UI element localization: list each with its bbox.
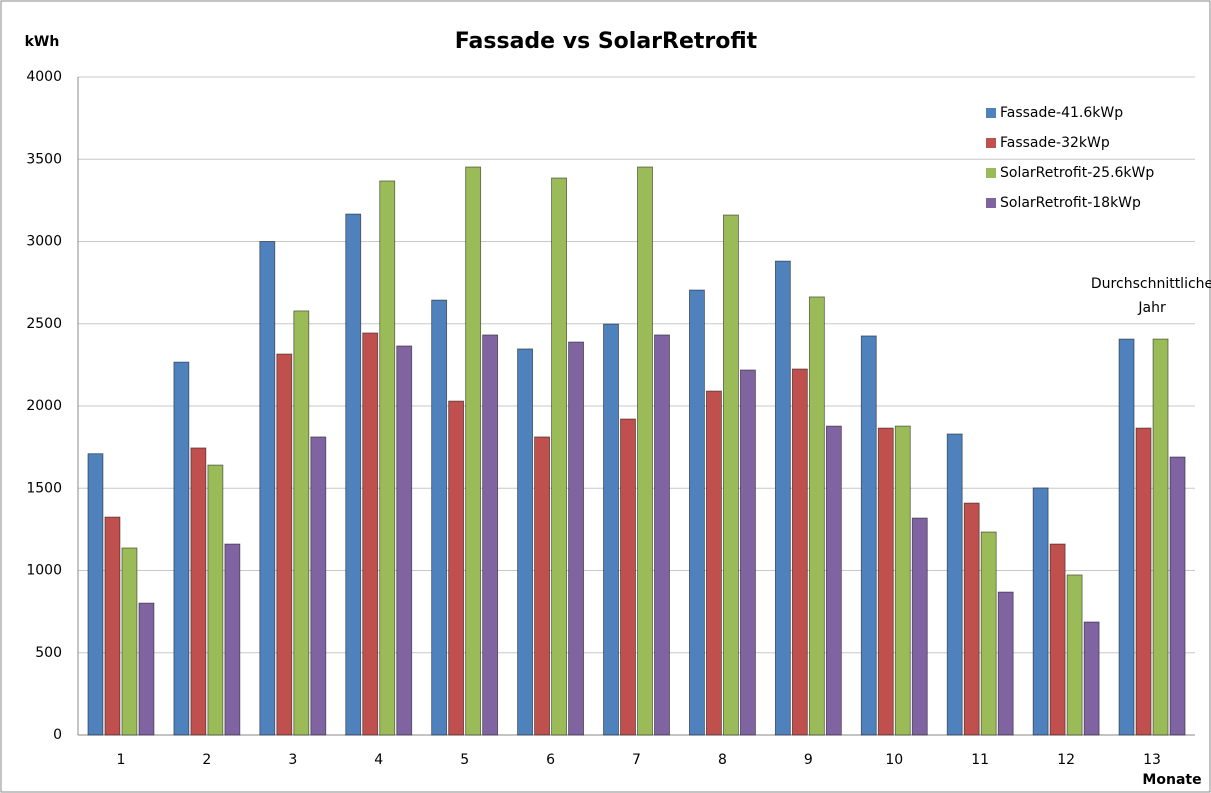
bar (224, 543, 241, 736)
bar (1083, 621, 1100, 736)
bar (654, 334, 670, 736)
bar (808, 296, 825, 736)
x-tick-label: 13 (1143, 752, 1161, 768)
bar (121, 547, 138, 736)
legend-swatch (986, 108, 996, 118)
legend-swatch (986, 138, 996, 148)
bar (1032, 487, 1049, 736)
x-tick-label: 7 (632, 752, 641, 768)
bar (1169, 456, 1186, 736)
y-tick-label: 2500 (26, 316, 62, 332)
x-tick-label: 3 (288, 752, 297, 768)
y-tick-label: 4000 (26, 69, 62, 85)
y-tick-label: 500 (35, 645, 62, 661)
bar (1118, 338, 1135, 736)
x-tick-label: 6 (546, 752, 555, 768)
bar (396, 345, 413, 736)
bar (448, 400, 465, 736)
annotation: Jahr (1137, 300, 1166, 316)
x-tick-label: 4 (374, 752, 383, 768)
bar (276, 353, 293, 736)
x-tick-label: 2 (202, 752, 211, 768)
bar (860, 335, 877, 736)
legend-label: Fassade-32kWp (1000, 135, 1110, 151)
x-tick-label: 12 (1057, 752, 1075, 768)
bar (997, 591, 1014, 736)
bar (293, 310, 310, 736)
y-tick-label: 0 (53, 727, 62, 743)
x-tick-label: 11 (971, 752, 989, 768)
bar (190, 447, 207, 736)
bar (259, 241, 276, 736)
y-tick-label: 2000 (26, 398, 62, 414)
bar (173, 361, 190, 736)
bar (740, 369, 756, 736)
bar (551, 177, 567, 736)
bar (689, 289, 705, 736)
bar (894, 425, 911, 736)
y-axis-label: kWh (25, 34, 60, 50)
bar (603, 323, 619, 736)
bar (362, 332, 379, 736)
x-tick-label: 5 (460, 752, 469, 768)
bar (706, 390, 722, 736)
annotation: Durchschnittliche (1091, 276, 1211, 292)
x-tick-label: 9 (804, 752, 813, 768)
bar (911, 517, 928, 736)
bar (568, 341, 584, 736)
bar (963, 502, 980, 736)
bar (1135, 427, 1152, 736)
bar (379, 180, 396, 736)
bar (431, 299, 448, 736)
y-tick-label: 3000 (26, 234, 62, 250)
bar (825, 425, 842, 736)
bar (774, 260, 791, 736)
bar (791, 368, 808, 736)
bar (1049, 543, 1066, 736)
legend-swatch (986, 198, 996, 208)
bar (465, 166, 482, 736)
chart-title: Fassade vs SolarRetrofit (455, 29, 758, 54)
bar (723, 214, 739, 736)
x-tick-label: 8 (718, 752, 727, 768)
y-tick-label: 3500 (26, 151, 62, 167)
legend-swatch (986, 168, 996, 178)
x-tick-label: 1 (117, 752, 126, 768)
legend-label: Fassade-41.6kWp (1000, 105, 1123, 121)
y-tick-label: 1000 (26, 563, 62, 579)
x-axis-label: Monate (1142, 772, 1201, 788)
x-tick-label: 10 (885, 752, 903, 768)
bar (1066, 574, 1083, 736)
bar (946, 433, 963, 736)
bar (517, 348, 533, 736)
bar (620, 418, 636, 736)
legend-label: SolarRetrofit-18kWp (1000, 195, 1141, 211)
bar (980, 531, 997, 736)
bar (104, 516, 121, 736)
bar (534, 436, 550, 736)
bar (1152, 338, 1169, 736)
bar (310, 436, 327, 736)
bar (138, 602, 155, 736)
bar (637, 166, 653, 736)
y-tick-label: 1500 (26, 480, 62, 496)
bar (87, 453, 104, 736)
bar (345, 213, 362, 736)
legend-label: SolarRetrofit-25.6kWp (1000, 165, 1154, 181)
bar (482, 334, 499, 736)
bar (207, 464, 224, 736)
bar (877, 427, 894, 736)
